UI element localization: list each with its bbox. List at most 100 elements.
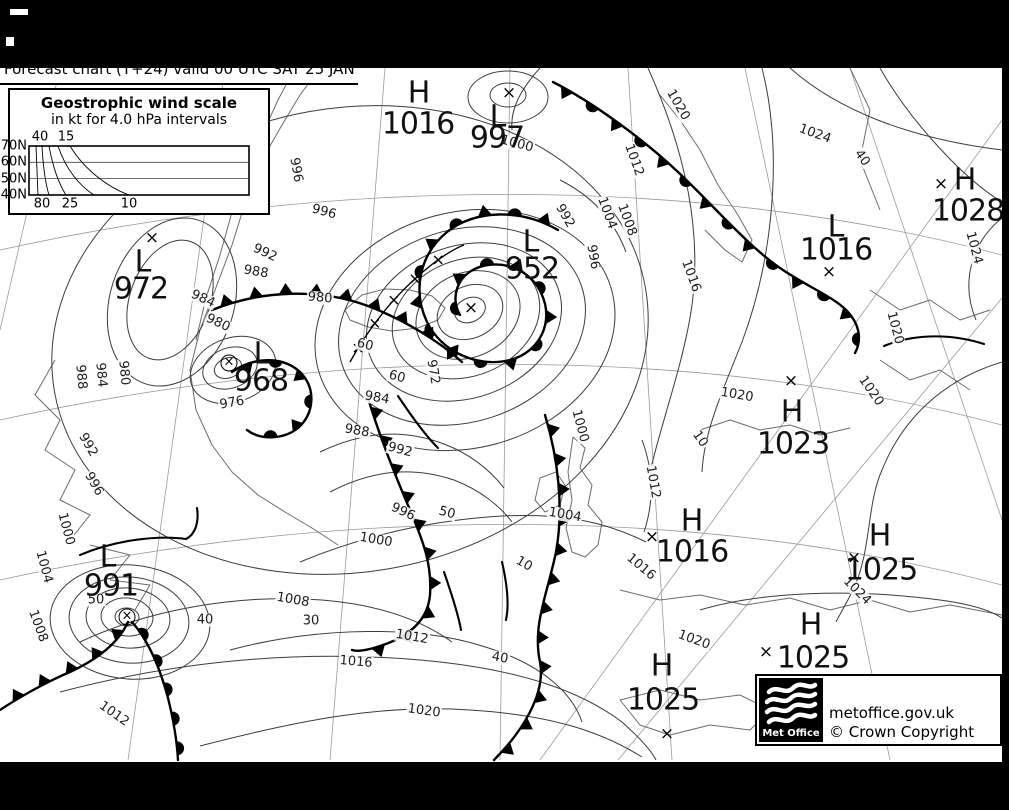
cold-front-symbol: [380, 435, 393, 449]
cold-front-symbol: [540, 660, 552, 675]
cold-front-symbol: [220, 294, 234, 307]
isobar-ring: [489, 82, 527, 108]
met-office-waves-icon: [764, 682, 818, 725]
pressure-centre-letter-L968: L: [253, 336, 271, 372]
occluded-front-symbol: [473, 359, 488, 368]
isobar: [229, 630, 583, 723]
frontolysis-front-line: [349, 244, 465, 363]
graticule-line: [627, 68, 673, 761]
pressure-centre-value-1016: 1016: [655, 534, 729, 570]
frontolysis-cross: [389, 295, 399, 305]
occluded-front-symbol: [503, 357, 518, 371]
occluded-front-symbol: [425, 238, 439, 251]
frontolysis-cross: [433, 255, 443, 265]
cold-front-symbol: [547, 423, 560, 438]
coastline: [659, 94, 753, 263]
pressure-centre-cross-L997: ×: [501, 83, 517, 103]
cold-front-symbol: [554, 452, 567, 467]
warm-front-symbol: [171, 711, 180, 726]
pressure-centre-cross-L952: ×: [463, 298, 479, 318]
wind-scale-speed-label: 80: [33, 196, 51, 212]
wind-scale-curve: [48, 145, 67, 196]
pressure-centre-value-1025: 1025: [844, 552, 918, 588]
cold-front-symbol: [413, 518, 427, 532]
pressure-centre-value-1025: 1025: [776, 640, 850, 676]
pressure-centre-letter-L1016: L: [827, 209, 845, 245]
wind-scale-latitude-label: 70N: [0, 138, 27, 154]
isobar-value-label: 980: [306, 289, 334, 307]
chart-title: Forecast chart (T+24) valid 00 UTC SAT 2…: [4, 68, 358, 78]
occluded-front-symbol: [531, 338, 543, 352]
pressure-centre-value-972: 972: [113, 271, 169, 307]
cold-front-symbol: [91, 647, 104, 661]
isobar-ring: [314, 208, 616, 452]
cold-front-symbol: [519, 717, 533, 730]
warm-front-symbol: [163, 682, 173, 697]
pressure-centre-cross-L972: ×: [144, 228, 160, 248]
cold-front-symbol: [395, 311, 408, 325]
isobar: [701, 68, 774, 473]
pressure-centre-value-997: 997: [469, 120, 525, 156]
isobar: [329, 471, 513, 523]
wind-scale-curve: [41, 145, 50, 196]
pressure-centre-letter-H1025: H: [868, 518, 892, 554]
wind-scale-diagram: [28, 145, 250, 196]
coastline: [34, 359, 91, 541]
coastline: [879, 359, 971, 391]
cold-front-symbol: [249, 286, 264, 299]
pressure-centre-cross-H1023: ×: [783, 371, 799, 391]
cold-front-symbol: [65, 661, 79, 675]
isobar: [835, 361, 1002, 623]
pressure-centre-value-952: 952: [504, 251, 560, 287]
occluded-front-line: [551, 80, 861, 355]
top-left-dash-small: [6, 37, 14, 46]
crown-copyright: © Crown Copyright: [829, 723, 975, 741]
occluded-front-symbol: [293, 368, 307, 381]
occluded-front-symbol: [537, 212, 551, 226]
occluded-front-symbol: [851, 332, 860, 347]
occluded-front-symbol: [534, 281, 546, 295]
occluded-front-symbol: [546, 309, 558, 324]
occluded-front-symbol: [449, 218, 463, 229]
top-left-dash: [10, 9, 28, 15]
isobar-value-label: 30: [301, 613, 321, 629]
pressure-centre-cross-L968: ×: [220, 354, 238, 372]
pressure-centre-cross-L991: ×: [118, 608, 136, 626]
coastline: [849, 68, 881, 211]
isobar: [789, 68, 1002, 151]
graticule-line: [0, 193, 1002, 256]
branding-box: Met Office metoffice.gov.uk © Crown Copy…: [755, 674, 1002, 746]
wind-scale-frame: [28, 145, 250, 196]
trough-front-line: [442, 570, 463, 632]
coastline: [565, 436, 603, 558]
cold-front-symbol: [422, 606, 436, 619]
wind-scale-speed-label: 15: [57, 129, 75, 145]
graticule-line: [0, 363, 1002, 426]
coastline: [619, 589, 1002, 616]
top-border-band: [0, 0, 1009, 68]
isobar-ring: [68, 576, 190, 664]
cold-front-symbol: [38, 674, 52, 688]
graticule-line: [329, 68, 386, 761]
pressure-centre-value-1025: 1025: [626, 682, 700, 718]
cold-front-symbol: [12, 688, 25, 702]
isobar-ring: [415, 270, 521, 360]
bottom-border-band: [0, 762, 1009, 810]
isobar-value-label: 40: [195, 612, 215, 628]
cold-front-symbol: [424, 546, 437, 561]
frontolysis-cross: [410, 274, 420, 284]
cold-front-symbol: [111, 628, 125, 642]
isobar: [879, 68, 1002, 203]
metoffice-url: metoffice.gov.uk: [829, 704, 955, 722]
pressure-centre-value-1016: 1016: [381, 106, 455, 142]
coastline: [344, 288, 446, 332]
pressure-centre-value-991: 991: [83, 568, 139, 604]
wind-scale-title: Geostrophic wind scale: [40, 94, 238, 112]
title-strip: Forecast chart (T+24) valid 00 UTC SAT 2…: [0, 68, 358, 85]
pressure-centre-value-968: 968: [233, 363, 289, 399]
isobar: [299, 514, 647, 563]
isobar-ring: [366, 242, 562, 402]
occluded-front-symbol: [742, 238, 756, 252]
pressure-centre-letter-L997: L: [489, 99, 507, 135]
cold-front-symbol: [421, 326, 434, 340]
